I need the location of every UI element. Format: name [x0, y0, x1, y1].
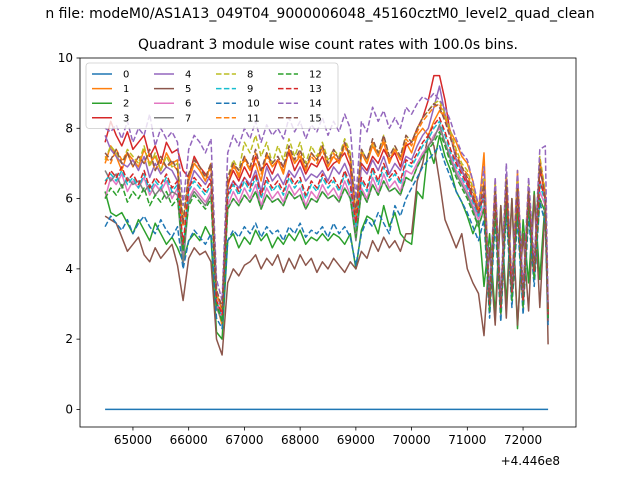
x-offset-label: +4.446e8 [501, 454, 560, 468]
series-line-11 [104, 102, 549, 312]
series-line-5 [104, 134, 549, 356]
legend-label: 2 [123, 99, 129, 110]
y-tick-label: 8 [65, 121, 73, 135]
legend-label: 10 [247, 99, 260, 110]
x-tick-label: 70000 [393, 433, 431, 447]
series-line-14 [104, 92, 549, 305]
legend-label: 13 [309, 84, 322, 95]
x-tick-label: 71000 [448, 433, 486, 447]
legend-label: 5 [185, 84, 191, 95]
axes-frame [79, 57, 577, 428]
x-tick-label: 67000 [225, 433, 263, 447]
legend-label: 3 [123, 113, 129, 124]
x-tick-label: 72000 [504, 433, 542, 447]
x-tick-label: 65000 [114, 433, 152, 447]
axes: 65000 66000 67000 68000 69000 70000 71000 72000… [58, 51, 577, 447]
series-line-15 [104, 102, 549, 312]
legend-label: 8 [247, 70, 253, 81]
legend-label: 11 [247, 113, 260, 124]
y-tick-label: 0 [65, 402, 73, 416]
legend-label: 0 [123, 70, 129, 81]
legend-label: 14 [309, 99, 322, 110]
legend-label: 6 [185, 99, 191, 110]
legend-label: 12 [309, 70, 322, 81]
chart-title: Quadrant 3 module wise count rates with … [138, 37, 518, 53]
y-tick-label: 10 [58, 51, 73, 65]
legend-label: 15 [309, 113, 322, 124]
y-tick-label: 6 [65, 192, 73, 206]
legend-label: 7 [185, 113, 191, 124]
series-line-12 [104, 131, 549, 323]
series-line-10 [104, 145, 549, 330]
legend-label: 1 [123, 84, 129, 95]
figure-suptitle: n file: modeM0/AS1A13_049T04_9000006048_… [45, 6, 594, 22]
y-tick-label: 2 [65, 332, 73, 346]
legend-label: 4 [185, 70, 191, 81]
x-tick-label: 66000 [170, 433, 208, 447]
legend-label: 9 [247, 84, 253, 95]
series-line-2 [104, 134, 549, 340]
plot-area [104, 74, 549, 411]
x-tick-label: 69000 [337, 433, 375, 447]
x-tick-label: 68000 [281, 433, 319, 447]
y-tick-label: 4 [65, 262, 73, 276]
legend-box [85, 62, 339, 129]
